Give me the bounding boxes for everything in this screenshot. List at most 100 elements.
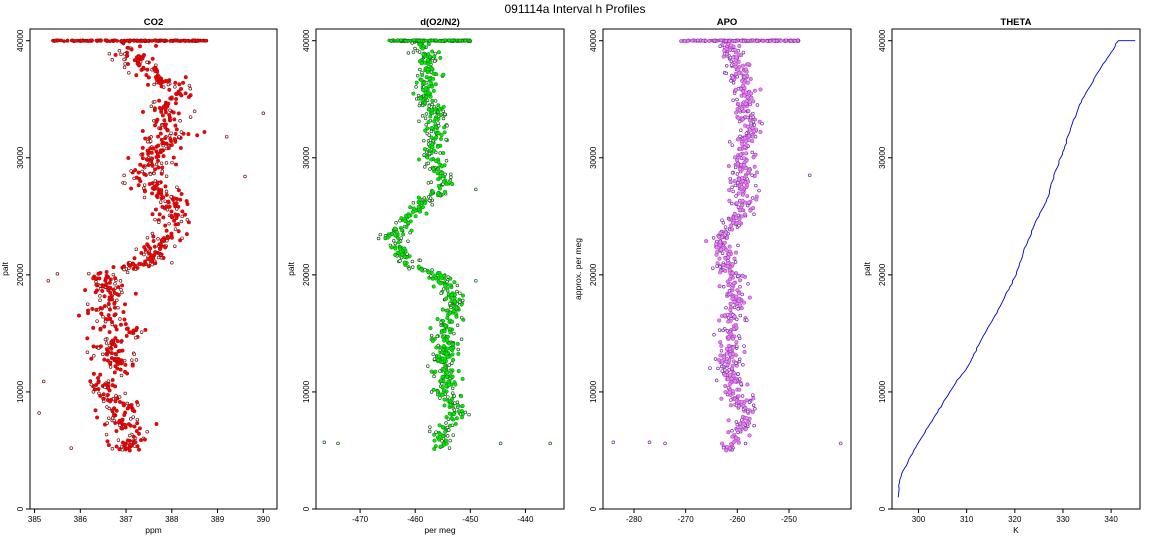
data-point — [91, 371, 96, 376]
data-point — [169, 131, 173, 135]
data-point — [180, 209, 185, 214]
data-point — [127, 442, 132, 447]
data-point — [411, 201, 416, 205]
data-point — [745, 318, 749, 322]
data-point — [142, 252, 146, 257]
data-point — [737, 291, 742, 296]
data-point — [441, 344, 446, 349]
data-point — [393, 246, 398, 251]
data-point — [427, 429, 432, 434]
data-point — [115, 396, 120, 401]
data-point — [170, 260, 174, 265]
data-point — [336, 441, 340, 446]
data-point — [95, 319, 99, 323]
data-point — [745, 382, 750, 387]
data-point — [114, 408, 119, 413]
data-point — [142, 183, 147, 187]
data-point — [159, 161, 164, 165]
data-point — [423, 116, 428, 121]
data-point — [447, 38, 452, 43]
data-point — [454, 416, 459, 421]
x-tick-label: 320 — [1008, 515, 1022, 524]
data-point — [459, 315, 464, 320]
data-point — [447, 411, 452, 416]
data-point — [435, 389, 440, 394]
data-point — [732, 211, 737, 216]
data-point — [442, 403, 447, 408]
data-point — [106, 386, 111, 391]
data-point — [166, 199, 171, 204]
data-point — [757, 188, 761, 193]
data-point — [107, 330, 112, 335]
data-point — [55, 38, 60, 43]
data-point — [730, 227, 735, 232]
data-point — [145, 139, 150, 144]
data-point — [745, 170, 750, 175]
data-point — [424, 112, 429, 116]
data-point — [434, 430, 438, 434]
data-point — [133, 440, 138, 445]
data-point — [155, 151, 160, 156]
data-point — [125, 438, 130, 443]
data-point — [441, 319, 446, 324]
data-point — [424, 122, 428, 127]
data-point — [156, 237, 160, 241]
data-point — [172, 201, 177, 206]
data-point — [721, 54, 726, 59]
data-point — [91, 325, 96, 330]
data-point — [454, 306, 459, 311]
data-point — [145, 242, 150, 247]
data-point — [730, 434, 735, 439]
data-point — [135, 38, 140, 43]
data-point — [736, 274, 740, 278]
data-point — [113, 336, 118, 341]
data-point — [137, 426, 142, 431]
x-tick-label: 385 — [28, 515, 42, 524]
data-point — [159, 84, 164, 89]
data-point — [731, 189, 735, 194]
data-point — [422, 147, 427, 152]
data-point — [137, 262, 142, 267]
data-point — [720, 358, 725, 363]
data-point — [173, 101, 178, 106]
data-point — [110, 58, 115, 62]
data-point — [715, 264, 719, 268]
data-point — [69, 446, 73, 450]
data-point — [458, 38, 463, 43]
data-point — [420, 114, 425, 118]
data-point — [102, 357, 107, 362]
data-point — [731, 220, 736, 225]
data-point — [426, 52, 431, 57]
data-point — [188, 87, 193, 91]
data-point — [735, 161, 740, 166]
data-point — [447, 180, 452, 185]
data-point — [439, 291, 443, 295]
data-point — [150, 231, 155, 236]
data-point — [166, 82, 171, 87]
data-point — [423, 128, 428, 133]
data-point — [187, 83, 192, 88]
data-point — [723, 384, 728, 389]
data-point — [195, 133, 200, 138]
data-point — [731, 98, 735, 103]
data-point — [113, 399, 118, 404]
panel-title: CO2 — [144, 17, 164, 28]
data-point — [751, 99, 756, 104]
data-point — [129, 186, 134, 191]
x-tick-label: 390 — [257, 515, 271, 524]
data-point — [129, 330, 134, 335]
data-point — [743, 67, 748, 72]
data-point — [746, 108, 751, 113]
data-point — [123, 422, 128, 427]
data-point — [736, 101, 741, 106]
data-point — [719, 38, 723, 43]
data-point — [100, 352, 105, 357]
data-point — [726, 255, 731, 260]
data-point — [145, 235, 150, 240]
data-point — [168, 108, 172, 113]
data-point — [738, 146, 743, 151]
data-point — [105, 405, 109, 409]
data-point — [445, 286, 450, 291]
data-point — [450, 386, 455, 391]
data-point — [453, 421, 458, 426]
